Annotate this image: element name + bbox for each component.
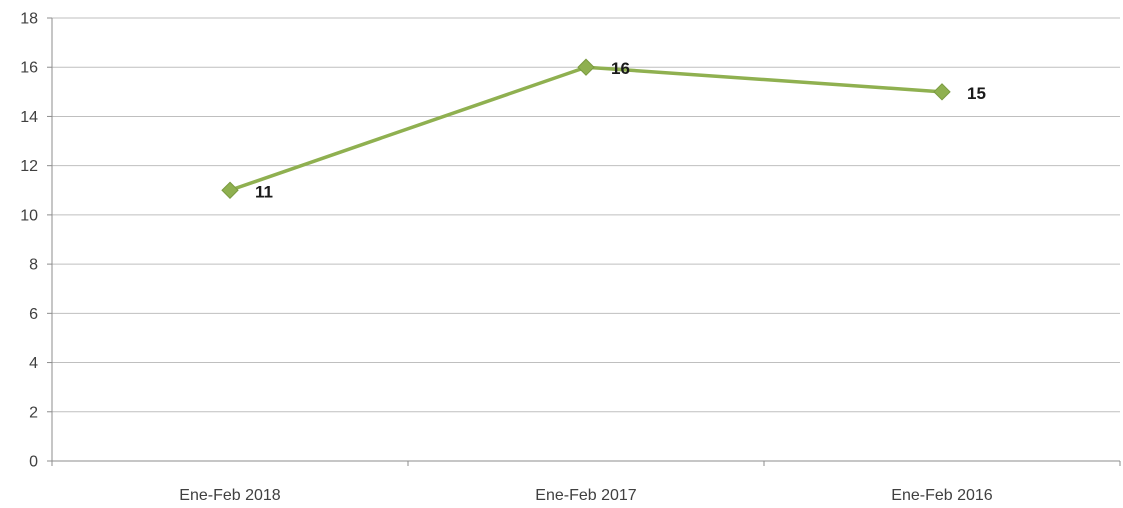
data-point-marker [933,83,951,101]
y-axis-ticks: 0 2 4 6 8 10 12 14 16 18 [20,11,38,471]
x-axis-ticks: Ene-Feb 2018 Ene-Feb 2017 Ene-Feb 2016 [179,487,993,504]
y-tick-label: 10 [20,207,38,224]
y-tick-label: 8 [29,257,38,274]
axes [47,17,1121,466]
series-line [228,65,944,193]
y-tick-label: 12 [20,158,38,175]
y-tick-label: 16 [20,60,38,77]
y-tick-label: 0 [29,454,38,471]
data-label: 11 [255,182,273,201]
data-labels: 11 16 15 [255,59,986,201]
y-tick-label: 4 [29,355,38,372]
data-point-marker [577,58,595,76]
data-label: 16 [611,59,630,78]
x-tick-label: Ene-Feb 2018 [179,487,281,504]
data-point-marker [221,181,239,199]
gridlines [52,17,1120,413]
y-tick-label: 6 [29,306,38,323]
y-tick-label: 18 [20,11,38,28]
y-tick-label: 14 [20,109,38,126]
x-tick-label: Ene-Feb 2016 [891,487,993,504]
x-tick-label: Ene-Feb 2017 [535,487,637,504]
data-label: 15 [967,84,986,103]
y-tick-label: 2 [29,404,38,421]
series-group [221,58,951,199]
